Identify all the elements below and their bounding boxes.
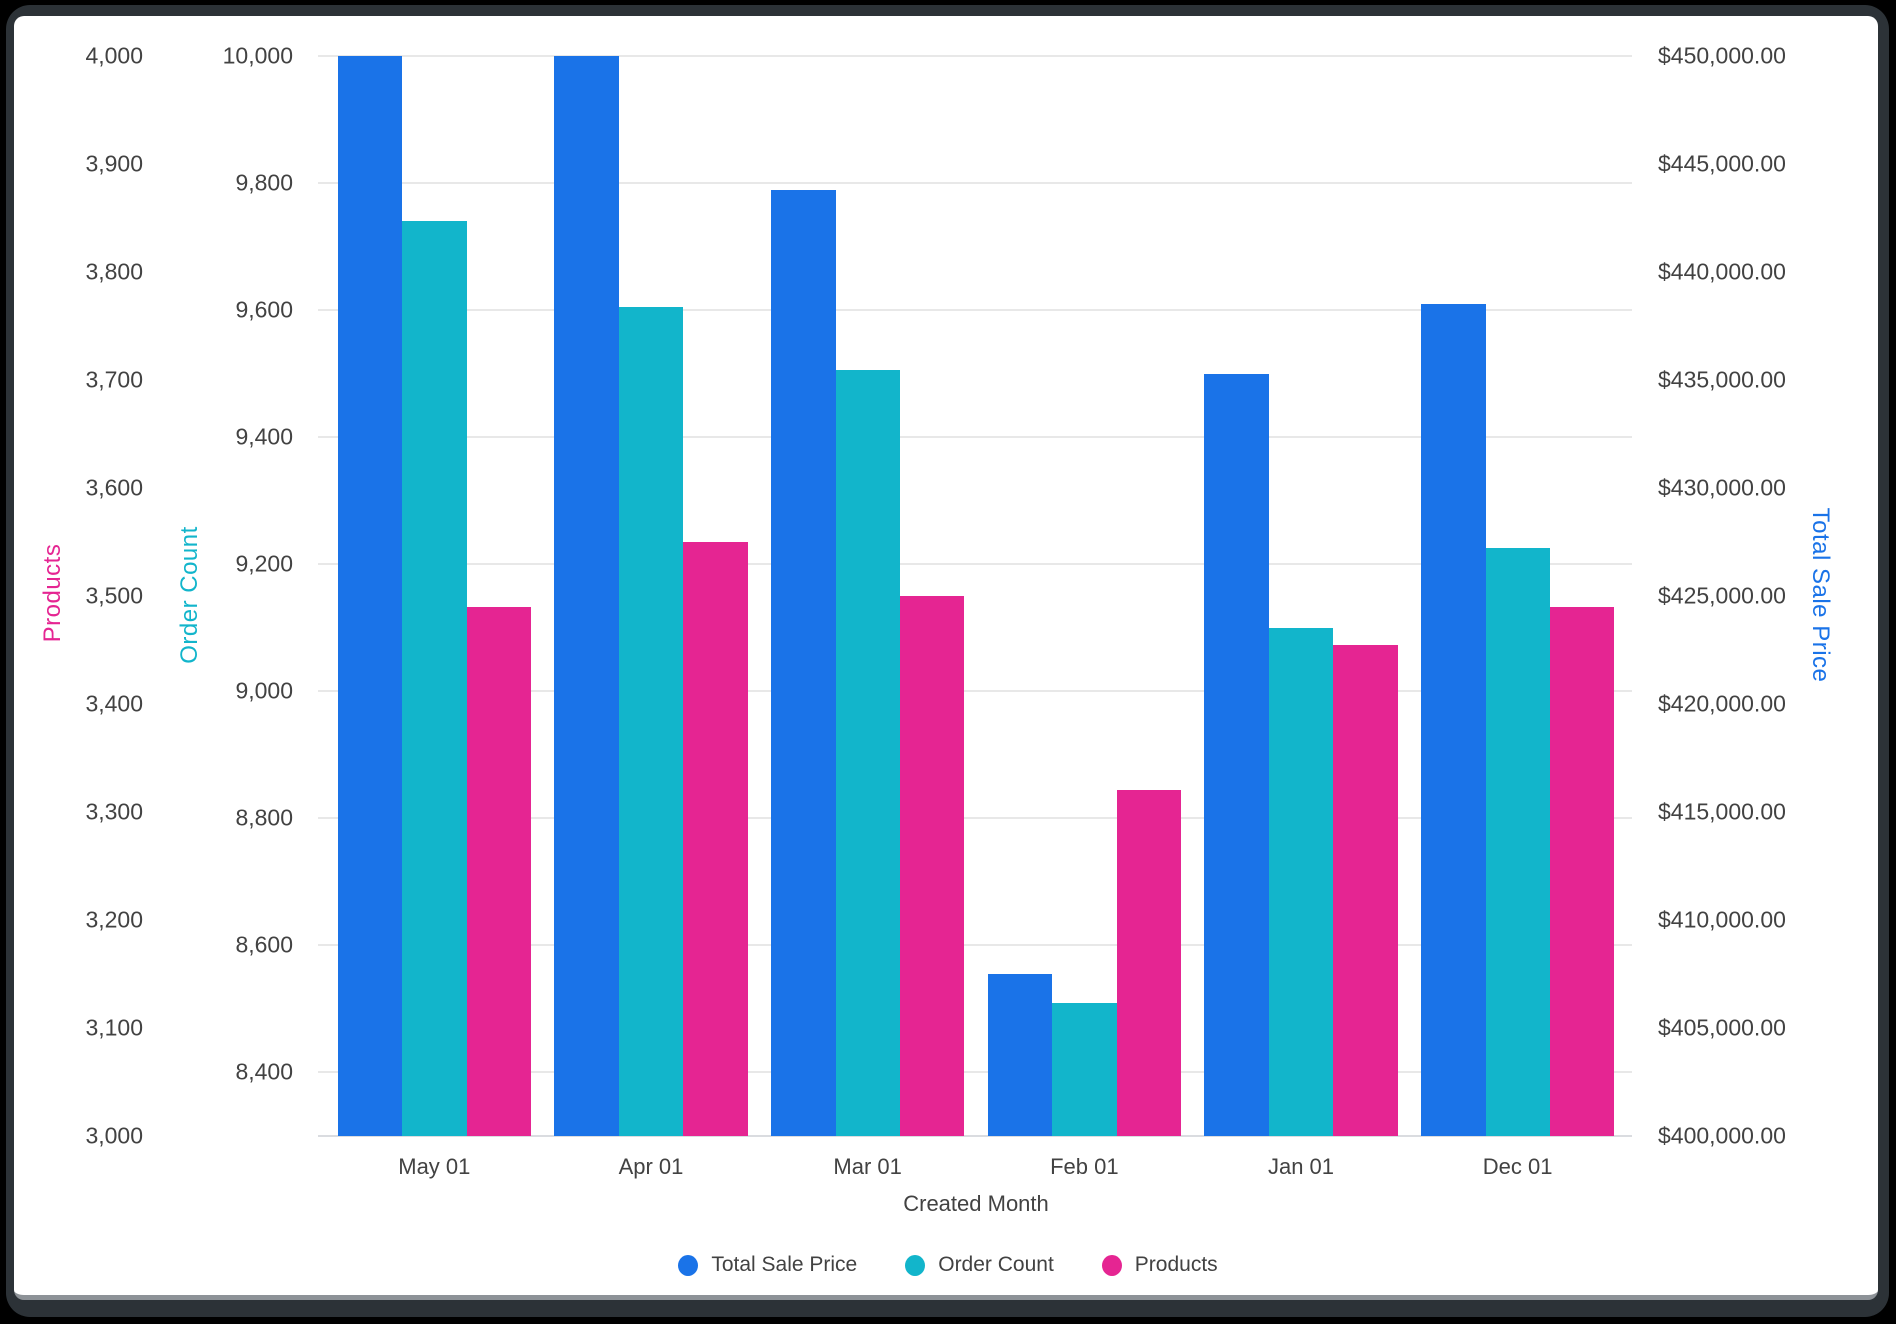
bar-products-apr-01[interactable]	[683, 542, 748, 1136]
tick-label-price: $425,000.00	[1658, 582, 1786, 609]
gridline	[318, 817, 1632, 820]
tick-label-price: $445,000.00	[1658, 150, 1786, 177]
tick-label-price: $450,000.00	[1658, 42, 1786, 69]
bar-total-sale-price-dec-01[interactable]	[1421, 304, 1486, 1136]
gridline	[318, 1071, 1632, 1074]
tick-label-order: 9,600	[235, 296, 293, 323]
tick-label-order: 8,400	[235, 1058, 293, 1085]
y-axis-title-products: Products	[39, 543, 66, 643]
x-tick-label-apr-01: Apr 01	[618, 1154, 684, 1179]
tick-label-price: $440,000.00	[1658, 258, 1786, 285]
gridline	[318, 55, 1632, 57]
gridline	[318, 182, 1632, 185]
tick-label-products: 4,000	[85, 42, 143, 69]
y-axis-title-total-sale-price: Total Sale Price	[1807, 507, 1834, 683]
legend-label: Order Count	[938, 1253, 1054, 1276]
bar-products-jan-01[interactable]	[1333, 644, 1398, 1136]
tick-label-order: 9,400	[235, 423, 293, 450]
legend-dot-order-count	[905, 1254, 926, 1276]
tick-label-products: 3,400	[85, 690, 143, 717]
tick-label-order: 8,800	[235, 804, 293, 831]
legend-dot-products	[1101, 1254, 1122, 1276]
legend-dot-total-sale-price	[678, 1254, 699, 1276]
gridline	[318, 309, 1632, 312]
tick-label-price: $430,000.00	[1658, 474, 1786, 501]
tick-label-order: 8,600	[235, 931, 293, 958]
tick-label-products: 3,300	[85, 798, 143, 825]
bar-total-sale-price-mar-01[interactable]	[771, 189, 836, 1136]
x-axis-title: Created Month	[903, 1191, 1049, 1216]
bar-order-count-jan-01[interactable]	[1268, 627, 1334, 1136]
bar-total-sale-price-feb-01[interactable]	[987, 974, 1053, 1136]
bar-total-sale-price-apr-01[interactable]	[554, 56, 619, 1136]
legend-item-products[interactable]: Products	[1101, 1253, 1218, 1277]
bar-products-may-01[interactable]	[466, 606, 531, 1136]
bar-total-sale-price-may-01[interactable]	[337, 56, 403, 1136]
x-tick-label-feb-01: Feb 01	[1050, 1154, 1119, 1179]
legend-label: Products	[1134, 1253, 1218, 1276]
tick-label-products: 3,000	[85, 1122, 143, 1149]
tick-label-price: $420,000.00	[1658, 690, 1786, 717]
gridline	[318, 944, 1632, 947]
tick-label-products: 3,200	[85, 906, 143, 933]
x-tick-label-dec-01: Dec 01	[1482, 1154, 1553, 1179]
gridline	[318, 563, 1632, 566]
legend-item-order-count[interactable]: Order Count	[905, 1253, 1054, 1277]
legend-label: Total Sale Price	[711, 1253, 858, 1276]
x-tick-label-jan-01: Jan 01	[1267, 1154, 1335, 1179]
bar-products-dec-01[interactable]	[1549, 606, 1615, 1136]
tick-label-order: 9,200	[235, 550, 293, 577]
bar-order-count-may-01[interactable]	[402, 221, 467, 1136]
tick-label-price: $405,000.00	[1658, 1014, 1786, 1041]
x-axis-baseline	[318, 1135, 1632, 1137]
tick-label-products: 3,700	[85, 366, 143, 393]
bar-order-count-apr-01[interactable]	[618, 306, 684, 1136]
x-tick-label-may-01: May 01	[398, 1154, 471, 1179]
legend: Total Sale Price Order Count Products	[0, 1253, 1896, 1277]
tick-label-products: 3,100	[85, 1014, 143, 1041]
bar-products-mar-01[interactable]	[899, 596, 965, 1136]
tick-label-products: 3,600	[85, 474, 143, 501]
gridline	[318, 690, 1632, 693]
tick-label-order: 9,000	[235, 677, 293, 704]
tick-label-price: $415,000.00	[1658, 798, 1786, 825]
gridline	[318, 436, 1632, 439]
bar-order-count-dec-01[interactable]	[1485, 548, 1550, 1136]
tick-label-products: 3,800	[85, 258, 143, 285]
bar-order-count-feb-01[interactable]	[1052, 1002, 1117, 1136]
bar-products-feb-01[interactable]	[1116, 790, 1181, 1136]
tick-label-products: 3,900	[85, 150, 143, 177]
tick-label-order: 10,000	[222, 42, 293, 69]
legend-item-total-sale-price[interactable]: Total Sale Price	[678, 1253, 857, 1277]
bar-order-count-mar-01[interactable]	[835, 370, 900, 1136]
tick-label-products: 3,500	[85, 582, 143, 609]
y-axis-title-order-count: Order Count	[176, 526, 203, 664]
tick-label-price: $435,000.00	[1658, 366, 1786, 393]
tick-label-price: $410,000.00	[1658, 906, 1786, 933]
tick-label-order: 9,800	[235, 169, 293, 196]
bar-total-sale-price-jan-01[interactable]	[1204, 373, 1269, 1136]
x-tick-label-mar-01: Mar 01	[833, 1154, 902, 1179]
tick-label-price: $400,000.00	[1658, 1122, 1786, 1149]
